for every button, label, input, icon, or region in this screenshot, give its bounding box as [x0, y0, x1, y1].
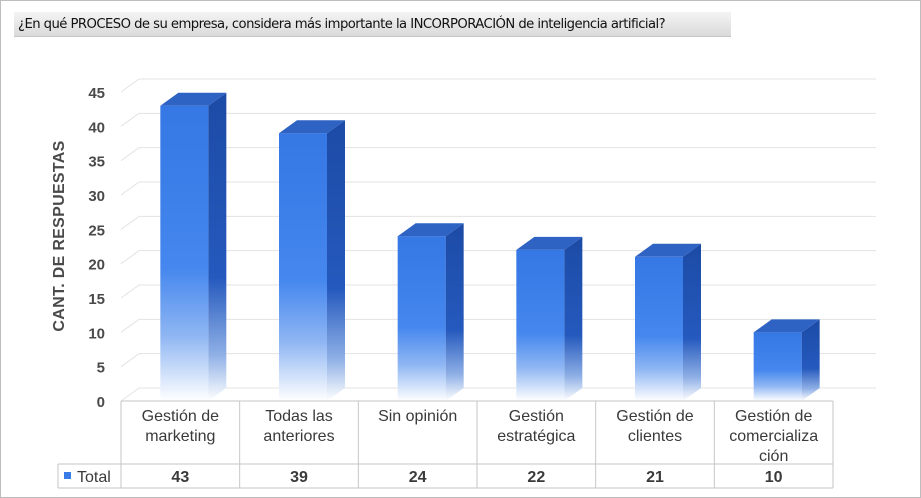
bar-front: [279, 133, 327, 401]
category-label: Gestión de comercializa ción: [729, 408, 818, 465]
bar-top: [635, 243, 701, 257]
data-table-value: 21: [646, 469, 664, 486]
y-tick-label: 30: [88, 188, 105, 205]
gridline-depth: [120, 181, 140, 196]
category-label: Gestión estratégica: [497, 408, 575, 445]
question-title: ¿En qué PROCESO de su empresa, considera…: [14, 12, 731, 37]
gridline-depth: [120, 250, 140, 265]
category-label: Sin opinión: [378, 408, 457, 425]
gridline-depth: [120, 215, 140, 230]
gridline-depth: [120, 387, 140, 402]
gridline-depth: [120, 318, 140, 333]
data-table-value: 22: [527, 469, 545, 486]
data-table-value: 43: [171, 469, 189, 486]
y-tick-label: 20: [88, 257, 105, 274]
bar-front: [516, 249, 565, 401]
y-tick-label: 45: [88, 85, 105, 102]
legend-series-name: Total: [77, 469, 111, 486]
y-tick-label: 40: [88, 119, 105, 136]
y-tick-label: 35: [88, 154, 105, 171]
y-tick-label: 0: [97, 394, 105, 411]
y-tick-label: 25: [88, 222, 105, 239]
data-table-value: 24: [409, 469, 427, 486]
bar-top: [397, 223, 464, 237]
y-tick-label: 5: [97, 360, 105, 377]
gridline-depth: [120, 284, 140, 299]
gridline-depth: [120, 78, 140, 93]
bar-top: [753, 319, 820, 333]
y-tick-label: 10: [88, 325, 105, 342]
gridline-depth: [120, 112, 140, 127]
y-tick-label: 15: [88, 291, 105, 308]
category-label: Gestión de clientes: [616, 408, 693, 445]
bar-front: [753, 332, 802, 401]
data-table-value: 39: [290, 469, 308, 486]
bar-top: [279, 120, 345, 134]
data-table-value: 10: [765, 469, 783, 486]
bar-side: [327, 120, 345, 401]
bar-side: [208, 92, 227, 401]
category-label: Gestión de marketing: [142, 408, 219, 445]
bar-side: [801, 319, 820, 401]
bar-side: [445, 223, 464, 401]
bar-side: [564, 236, 583, 401]
legend-key: [64, 472, 71, 479]
bar-top: [160, 92, 227, 106]
gridline-depth: [120, 147, 140, 162]
bar-side: [683, 243, 701, 401]
bar-front: [160, 105, 209, 401]
bar-front: [635, 256, 683, 401]
bar-top: [516, 236, 583, 250]
category-label: Todas las anteriores: [263, 408, 334, 445]
gridline-depth: [120, 353, 140, 368]
bar-front: [397, 236, 446, 401]
